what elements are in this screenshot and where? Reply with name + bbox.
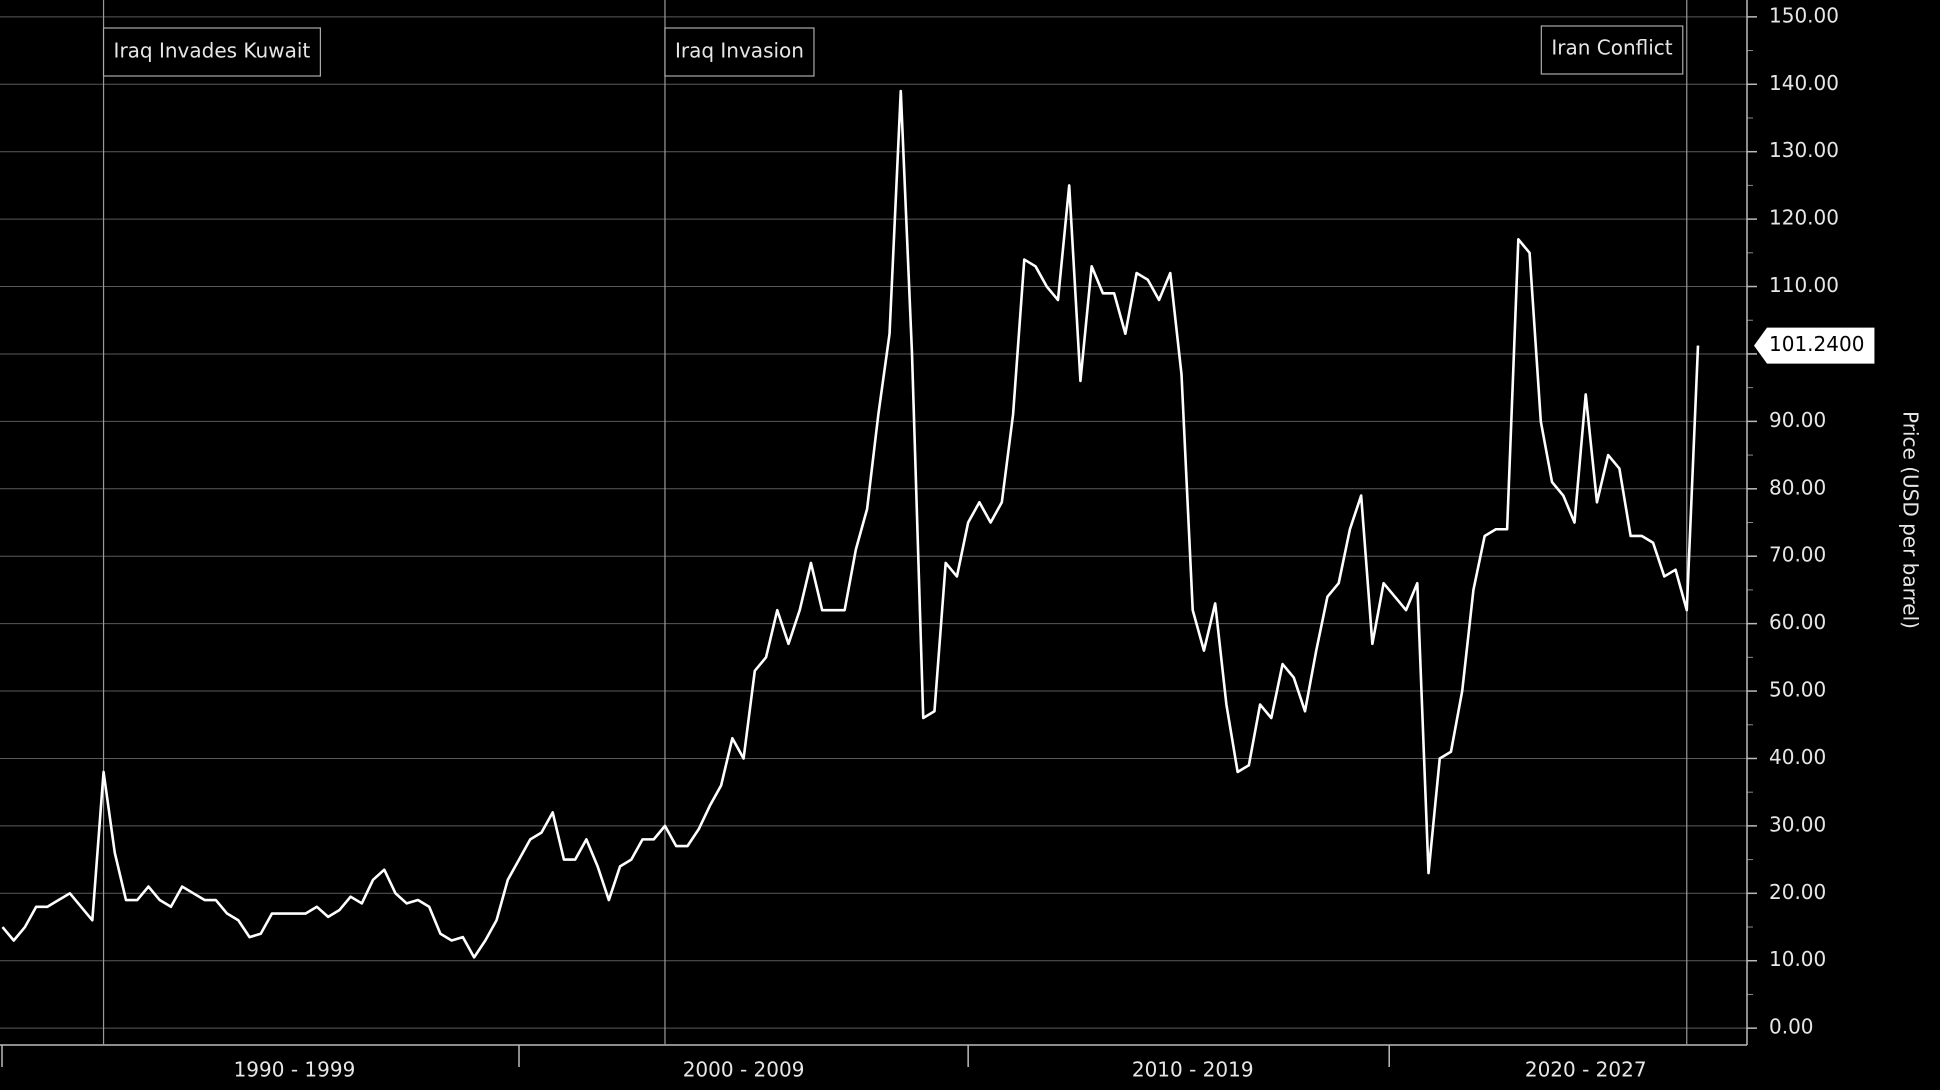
- y-tick-label: 10.00: [1769, 947, 1826, 971]
- y-tick-label: 60.00: [1769, 610, 1826, 634]
- y-tick-label: 20.00: [1769, 880, 1826, 904]
- event-box: [1540, 25, 1684, 75]
- event-label: Iraq Invasion: [675, 39, 804, 63]
- y-axis-title: Price (USD per barrel): [1899, 411, 1923, 629]
- y-tick-label: 0.00: [1769, 1015, 1814, 1039]
- last-value-tag: [1754, 327, 1875, 364]
- y-tick-label: 50.00: [1769, 678, 1826, 702]
- y-tick-label: 130.00: [1769, 138, 1839, 162]
- x-tick-label: 1990 - 1999: [234, 1058, 356, 1082]
- y-tick-label: 70.00: [1769, 543, 1826, 567]
- event-box: [664, 27, 815, 77]
- y-tick-label: 110.00: [1769, 273, 1839, 297]
- y-tick-label: 90.00: [1769, 408, 1826, 432]
- x-tick-label: 2010 - 2019: [1132, 1058, 1254, 1082]
- last-value-label: 101.2400: [1769, 332, 1864, 356]
- x-tick-label: 2000 - 2009: [683, 1058, 805, 1082]
- y-tick-label: 150.00: [1769, 3, 1839, 27]
- x-tick-label: 2020 - 2027: [1525, 1058, 1647, 1082]
- event-label: Iran Conflict: [1551, 36, 1672, 60]
- y-tick-label: 80.00: [1769, 475, 1826, 499]
- y-tick-label: 40.00: [1769, 745, 1826, 769]
- y-tick-label: 120.00: [1769, 206, 1839, 230]
- event-label: Iraq Invades Kuwait: [114, 39, 311, 63]
- event-box: [102, 27, 321, 77]
- y-tick-label: 140.00: [1769, 71, 1839, 95]
- price-line: [1, 89, 1700, 959]
- y-tick-label: 30.00: [1769, 812, 1826, 836]
